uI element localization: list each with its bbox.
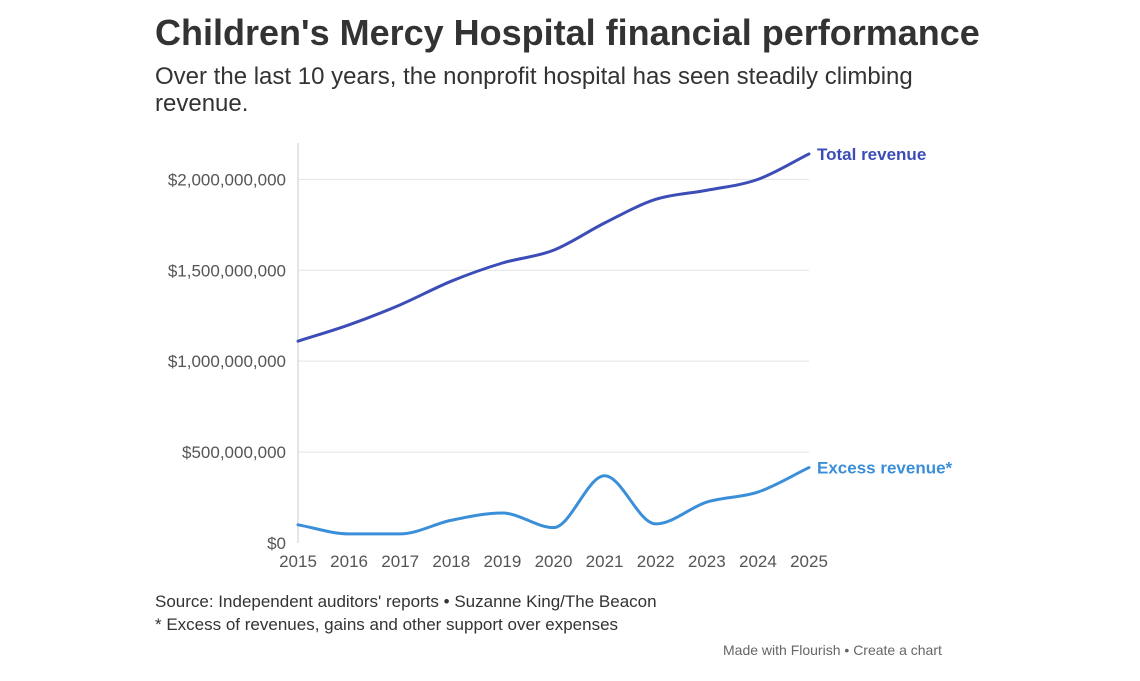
series-line-excess-revenue: [296, 466, 811, 536]
made-with-flourish-link[interactable]: Made with Flourish: [723, 642, 841, 658]
series-label-excess-revenue: Excess revenue*: [817, 459, 953, 478]
y-tick-label: $1,500,000,000: [168, 261, 286, 280]
credit: Made with Flourish • Create a chart: [723, 642, 942, 658]
x-tick-label: 2020: [535, 552, 573, 571]
x-tick-label: 2017: [381, 552, 419, 571]
x-tick-label: 2023: [688, 552, 726, 571]
y-tick-label: $2,000,000,000: [168, 170, 286, 189]
chart-subtitle: Over the last 10 years, the nonprofit ho…: [155, 63, 913, 117]
x-tick-label: 2019: [483, 552, 521, 571]
x-tick-label: 2024: [739, 552, 777, 571]
x-tick-label: 2018: [432, 552, 470, 571]
source-note: Source: Independent auditors' reports • …: [155, 592, 657, 611]
create-chart-link[interactable]: Create a chart: [853, 642, 942, 658]
x-tick-label: 2015: [279, 552, 317, 571]
x-tick-label: 2025: [790, 552, 828, 571]
x-tick-label: 2021: [586, 552, 624, 571]
x-tick-label: 2016: [330, 552, 368, 571]
credit-separator: •: [840, 642, 854, 658]
y-tick-label: $0: [267, 534, 286, 553]
series-label-total-revenue: Total revenue: [817, 145, 926, 164]
chart-footer: Source: Independent auditors' reports • …: [155, 590, 657, 636]
x-tick-label: 2022: [637, 552, 675, 571]
chart-title: Children's Mercy Hospital financial perf…: [155, 12, 980, 53]
y-tick-label: $1,000,000,000: [168, 352, 286, 371]
footnote: * Excess of revenues, gains and other su…: [155, 615, 619, 634]
series-line-total-revenue: [296, 152, 811, 343]
y-tick-label: $500,000,000: [182, 443, 286, 462]
